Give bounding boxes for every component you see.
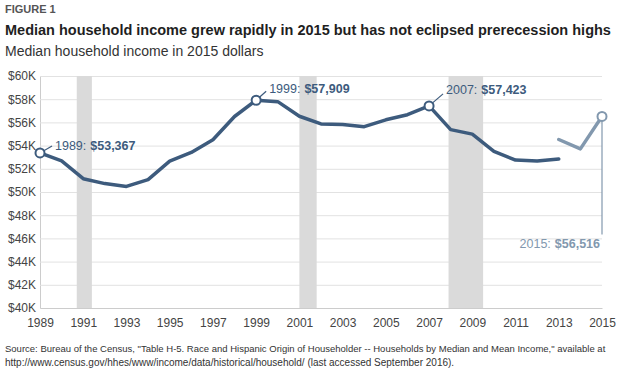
x-tick-label: 2005 [373,316,400,330]
series-line [559,116,602,148]
annotation-marker [425,101,434,110]
x-tick-label: 2007 [416,316,443,330]
annotation-marker [36,148,45,157]
grid-line [40,215,602,216]
grid-line [40,285,602,286]
x-tick-label: 2013 [546,316,573,330]
shaded-range [449,76,484,308]
annotation: 2007: $57,423 [425,83,527,111]
x-tick-label: 2009 [459,316,486,330]
annotation-label: 2007: [446,83,477,97]
grid-line [40,262,602,263]
x-tick-label: 2001 [287,316,314,330]
y-tick-label: $52K [8,162,36,176]
x-tick: 1991 [70,308,97,330]
x-tick: 1993 [114,308,141,330]
marks [40,76,602,308]
y-tick-label: $44K [8,255,36,269]
subtitle: Median household income in 2015 dollars [5,43,263,59]
annotation-text: 1989: $53,367 [55,139,136,153]
figure-label: FIGURE 1 [5,3,56,15]
x-tick-label: 1989 [27,316,54,330]
y-tick-label: $56K [8,116,36,130]
y-axis: $40K $42K $44K $46K $48K $50K $52K $54K $56K $58K… [8,69,602,315]
annotation-leader [601,116,602,234]
x-tick: 2015 [589,308,616,330]
y-tick-label: $46K [8,232,36,246]
x-axis-line [41,308,603,309]
grid-line [40,308,602,309]
annotations: 1989: $53,367 1999: $57,909 2007: $57,423 2015… [36,82,607,251]
x-tick-label: 1991 [70,316,97,330]
annotation-text: 2015: $56,516 [520,237,601,251]
y-tick-label: $50K [8,185,36,199]
annotation-value: $53,367 [90,139,135,153]
x-tick: 1997 [200,308,227,330]
y-tick-label: $54K [8,139,36,153]
annotation-label: 2015: [520,237,551,251]
x-tick-label: 1997 [200,316,227,330]
shaded-range [77,76,92,308]
x-tick-label: 1993 [114,316,141,330]
x-tick: 2005 [373,308,400,330]
x-tick-label: 1999 [243,316,270,330]
source-line: http://www.census.gov/hhes/www/income/da… [5,357,454,368]
chart-svg: FIGURE 1 Median household income grew rap… [0,0,620,376]
grid-line [40,76,602,77]
y-tick-label: $40K [8,301,36,315]
annotation: 1989: $53,367 [36,139,136,158]
grid-line [40,99,602,100]
x-tick-label: 2015 [589,316,616,330]
annotation-text: 1999: $57,909 [269,82,350,96]
y-tick-label: $42K [8,278,36,292]
chart-container: FIGURE 1 Median household income grew rap… [0,0,620,376]
y-tick-label: $48K [8,209,36,223]
y-tick-label: $60K [8,69,36,83]
x-tick: 2009 [459,308,486,330]
x-tick: 2007 [416,308,443,330]
title: Median household income grew rapidly in … [5,22,611,38]
annotation: 1999: $57,909 [252,82,350,105]
x-tick: 1999 [243,308,270,330]
annotation-value: $57,909 [304,82,349,96]
x-tick: 2001 [287,308,314,330]
annotation-marker [252,96,261,105]
x-tick-label: 2011 [503,316,529,330]
x-tick-label: 2003 [330,316,357,330]
plot: $40K $42K $44K $46K $48K $50K $52K $54K $56K $58K… [8,69,616,329]
annotation: 2015: $56,516 [520,112,607,252]
x-tick: 1989 [27,308,54,330]
grid-line [40,169,602,170]
x-tick-label: 1995 [157,316,184,330]
x-axis: 1989 1991 1993 1995 1997 1999 2001 2003 2005 2007… [27,308,616,330]
annotation-label: 1989: [55,139,86,153]
x-tick: 2013 [546,308,573,330]
grid-line [40,192,602,193]
x-tick: 2011 [503,308,529,330]
grid-line [40,238,602,239]
x-tick: 1995 [157,308,184,330]
x-tick: 2003 [330,308,357,330]
source-line: Source: Bureau of the Census, "Table H-5… [5,343,606,354]
annotation-value: $57,423 [481,83,526,97]
annotation-value: $56,516 [555,237,600,251]
annotation-marker [598,112,607,121]
y-tick-label: $58K [8,93,36,107]
shaded-range [299,76,316,308]
annotation-text: 2007: $57,423 [446,83,527,97]
series-line [40,100,559,186]
annotation-label: 1999: [269,82,300,96]
